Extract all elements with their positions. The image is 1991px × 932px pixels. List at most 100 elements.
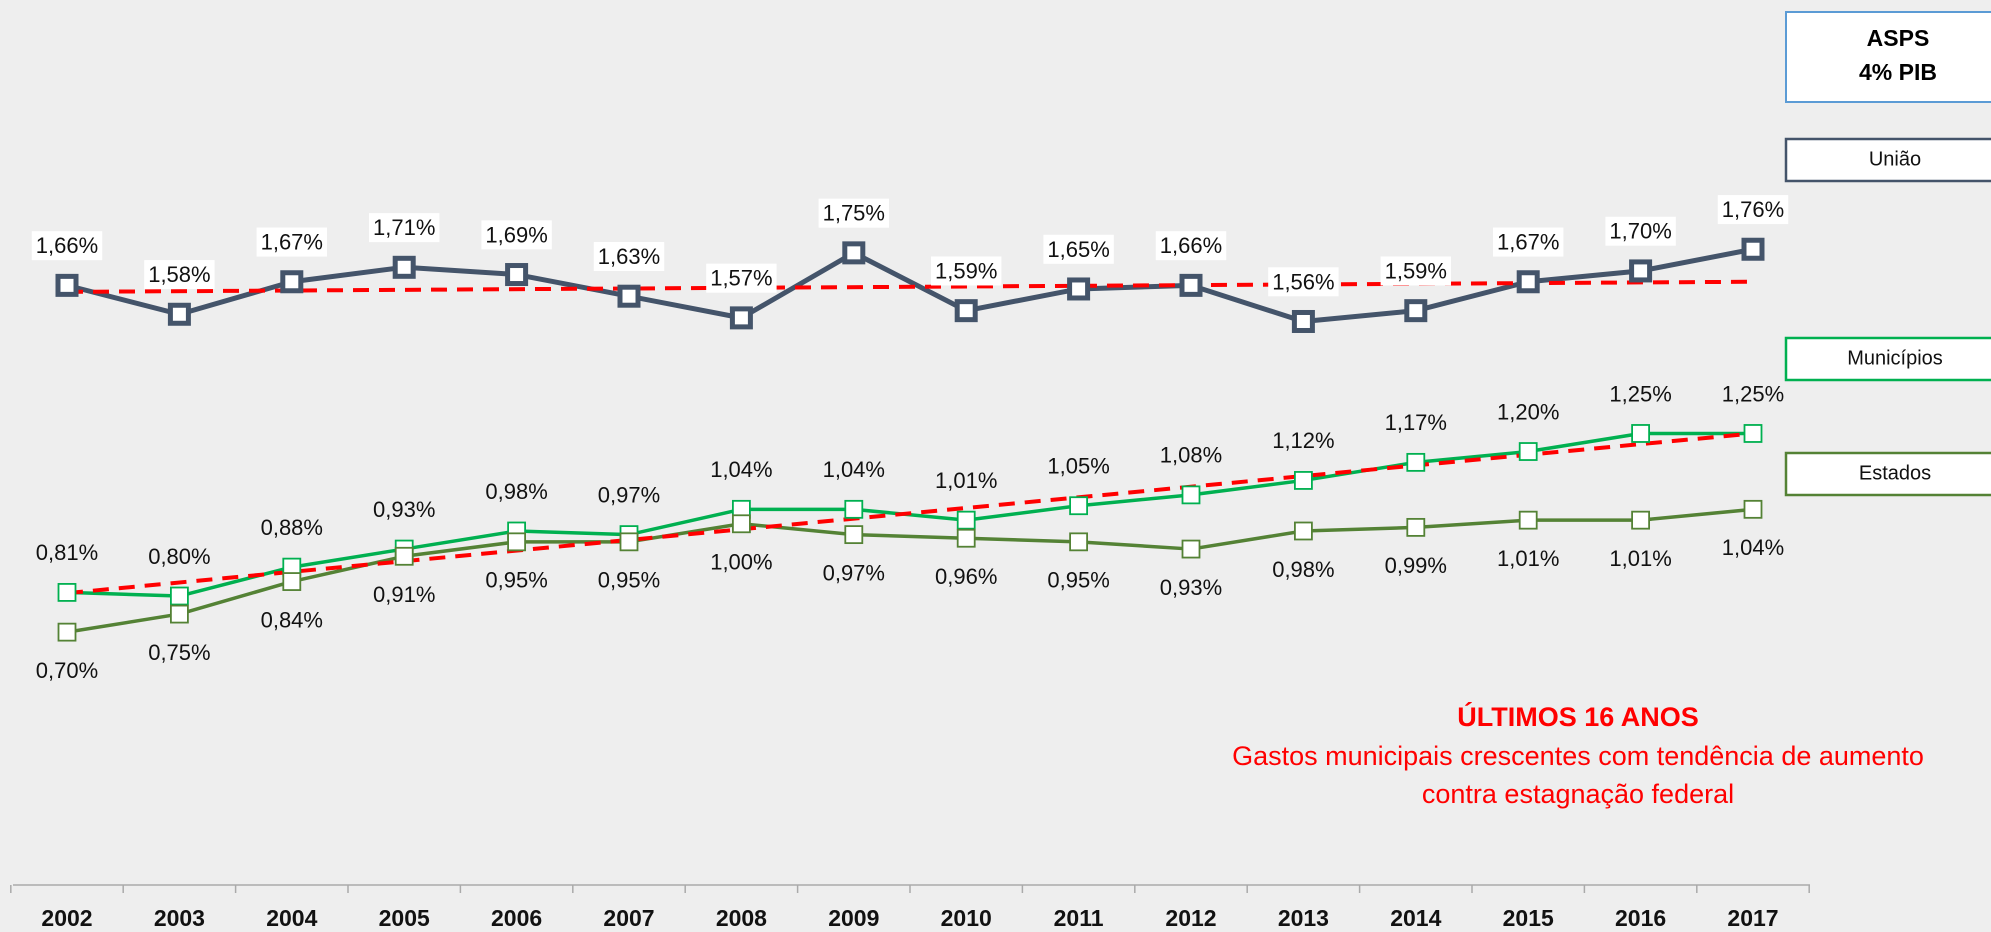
x-tick-label: 2013 [1278, 905, 1329, 931]
value-label: 0,99% [1385, 553, 1447, 578]
legend-box [1784, 336, 1991, 382]
value-label: 1,69% [485, 222, 547, 247]
value-label: 0,98% [1272, 557, 1334, 582]
value-label: 1,66% [36, 233, 98, 258]
value-label: 1,05% [1047, 454, 1109, 479]
point-marker [1179, 273, 1203, 297]
value-label-bg [593, 242, 665, 272]
x-tick-label: 2017 [1727, 905, 1778, 931]
value-label: 0,95% [1047, 568, 1109, 593]
x-tick-label: 2012 [1165, 905, 1216, 931]
trendline [66, 279, 1754, 294]
point-marker [844, 499, 864, 519]
point-marker [1743, 424, 1763, 443]
x-tick-label: 2015 [1503, 905, 1554, 931]
x-tick-label: 2009 [828, 905, 879, 931]
legend-header-box [1785, 11, 1991, 103]
point-marker [732, 514, 751, 534]
value-label-bg [256, 227, 327, 257]
legend-title: ASPS [1867, 25, 1930, 51]
point-marker [619, 532, 639, 552]
value-label: 1,71% [373, 215, 435, 240]
point-marker [1404, 299, 1428, 323]
point-marker [729, 306, 753, 330]
value-label: 1,12% [1272, 428, 1334, 453]
point-marker [280, 270, 304, 294]
point-marker [507, 532, 527, 552]
value-label: 1,63% [598, 244, 660, 269]
point-marker [57, 583, 77, 602]
point-marker [1743, 499, 1763, 519]
value-label: 1,75% [823, 201, 885, 226]
point-marker [1629, 259, 1653, 283]
x-tick-label: 2016 [1615, 905, 1666, 931]
x-tick-label: 2007 [603, 905, 654, 931]
point-marker [392, 255, 416, 279]
value-label: 0,81% [36, 540, 98, 565]
value-label: 1,01% [1497, 546, 1559, 571]
point-marker [842, 241, 866, 265]
annotation-line: contra estagnação federal [1422, 779, 1734, 809]
value-label: 0,97% [598, 482, 660, 507]
point-marker [1181, 539, 1201, 559]
value-label: 1,70% [1609, 219, 1671, 244]
legend-label: Municípios [1847, 347, 1943, 369]
legend-label: Estados [1859, 462, 1931, 484]
point-marker [57, 622, 77, 642]
x-tick-label: 2010 [941, 905, 992, 931]
point-marker [617, 284, 641, 308]
x-tick-label: 2008 [716, 905, 767, 931]
value-label: 1,59% [1385, 258, 1447, 283]
point-marker [55, 273, 79, 297]
point-marker [954, 299, 978, 323]
value-label: 1,57% [710, 266, 772, 291]
value-label: 1,25% [1722, 381, 1784, 406]
point-marker [1631, 424, 1650, 443]
point-marker [167, 302, 191, 326]
value-label-bg [1493, 227, 1564, 257]
point-marker [1518, 510, 1538, 530]
annotation-title: ÚLTIMOS 16 ANOS [1457, 701, 1699, 732]
x-tick-label: 2005 [379, 905, 430, 931]
value-label: 1,76% [1722, 197, 1784, 222]
x-tick-label: 2011 [1054, 905, 1104, 931]
value-label: 0,93% [1160, 575, 1222, 600]
value-label: 1,58% [148, 262, 210, 287]
value-label: 0,91% [373, 582, 435, 607]
value-label-bg [1380, 256, 1451, 286]
value-label: 1,04% [1722, 535, 1784, 560]
point-marker [956, 510, 976, 530]
point-marker [282, 572, 302, 591]
value-label-bg [1155, 231, 1227, 261]
value-label: 1,20% [1497, 399, 1559, 424]
x-tick-label: 2003 [154, 905, 205, 931]
point-marker [956, 528, 976, 548]
point-marker [1069, 496, 1088, 516]
value-label-bg [1268, 267, 1339, 297]
value-label: 0,84% [261, 607, 323, 632]
series-line [66, 246, 1754, 324]
point-marker [1406, 517, 1426, 537]
value-label: 0,98% [485, 479, 547, 504]
value-label: 1,17% [1385, 410, 1447, 435]
legend-box [1784, 137, 1991, 183]
value-label: 0,93% [373, 497, 435, 522]
value-label-bg [144, 260, 215, 290]
value-label-bg [1605, 216, 1676, 246]
value-label: 1,04% [710, 457, 772, 482]
value-label: 0,80% [148, 544, 210, 569]
legend-subtitle: 4% PIB [1859, 59, 1937, 85]
point-marker [1067, 277, 1091, 301]
value-label: 1,67% [1497, 230, 1559, 255]
value-label-bg [818, 198, 889, 228]
value-label-bg [706, 263, 777, 293]
value-label: 1,04% [823, 457, 885, 482]
annotation: ÚLTIMOS 16 ANOS Gastos municipais cresce… [1232, 701, 1924, 809]
annotation-line: Gastos municipais crescentes com tendênc… [1232, 741, 1924, 771]
point-marker [1069, 532, 1088, 552]
value-label-bg [369, 213, 440, 243]
x-tick-label: 2004 [266, 905, 317, 931]
value-label: 1,01% [1609, 546, 1671, 571]
